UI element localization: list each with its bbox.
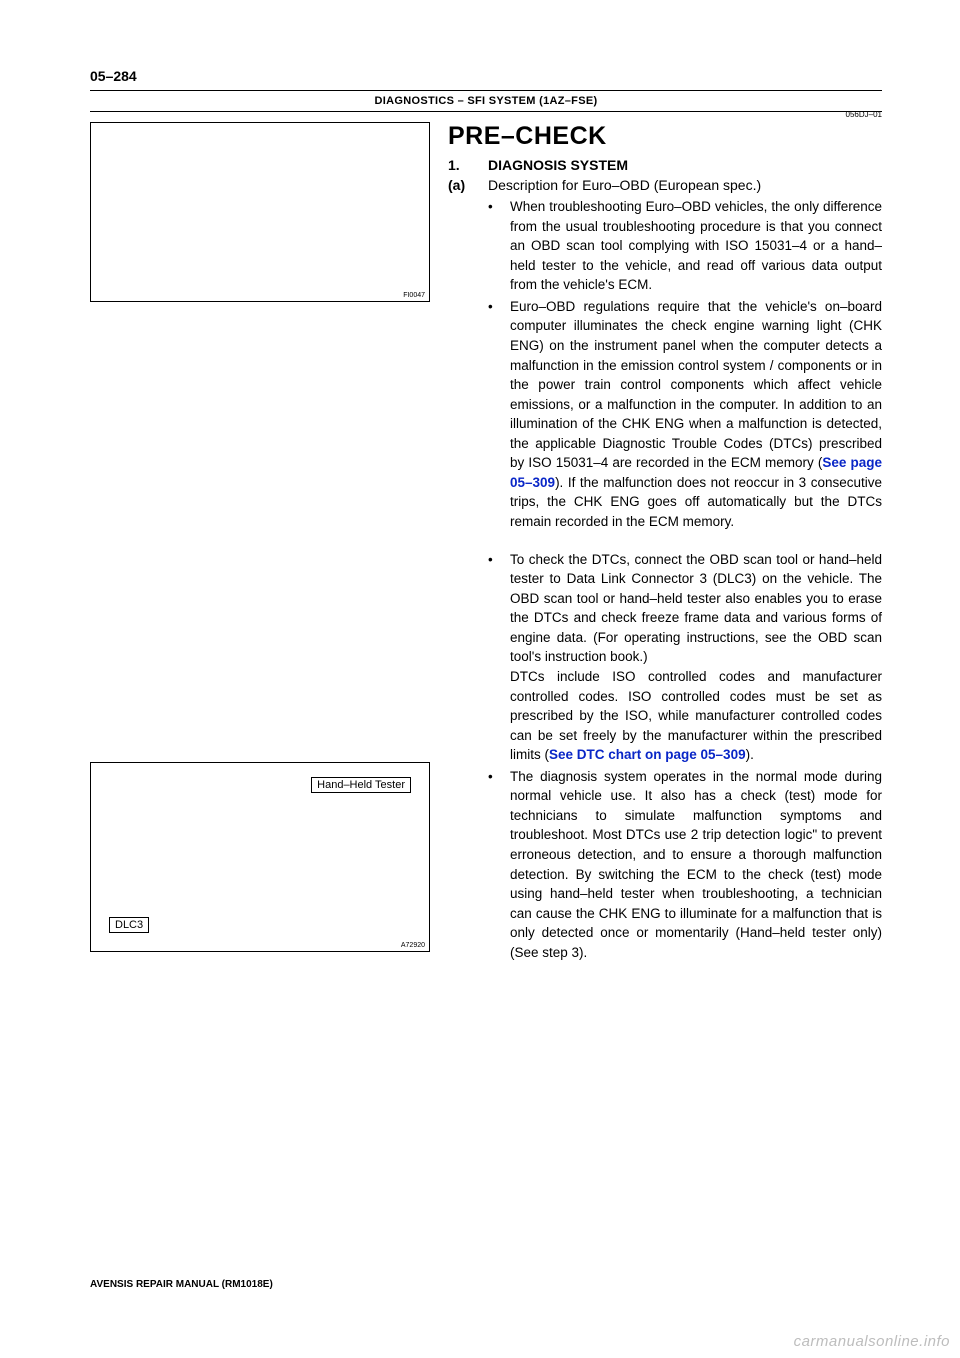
bullet-2-text: Euro–OBD regulations require that the ve… [510,297,882,532]
header-rule-thick [90,90,882,91]
page-title: PRE–CHECK [448,122,882,151]
bullet-mark: • [488,197,510,295]
doc-code: 056DJ–01 [846,110,882,119]
figure-2-code: A72920 [401,942,425,949]
page-number: 05–284 [90,68,882,84]
bullet-mark: • [488,297,510,532]
bullet-1-text: When troubleshooting Euro–OBD vehicles, … [510,197,882,295]
section-1-text: DIAGNOSIS SYSTEM [488,157,882,173]
bullet-2: • Euro–OBD regulations require that the … [488,297,882,532]
bullet-mark: • [488,767,510,963]
bullet-group-2: • To check the DTCs, connect the OBD sca… [448,550,882,963]
section-a: (a) Description for Euro–OBD (European s… [448,177,882,193]
bullet-1: • When troubleshooting Euro–OBD vehicles… [488,197,882,295]
figure-1: FI0047 [90,122,430,302]
bullet-3-text: To check the DTCs, connect the OBD scan … [510,550,882,765]
bullet-3-b-end: ). [746,747,754,762]
bullet-2-b: ). If the malfunction does not reoccur i… [510,475,882,529]
link-dtc-chart[interactable]: See DTC chart on page 05–309 [549,747,746,762]
footer-text: AVENSIS REPAIR MANUAL (RM1018E) [90,1279,273,1290]
header-breadcrumb: DIAGNOSTICS – SFI SYSTEM (1AZ–FSE) [90,95,882,107]
section-1: 1. DIAGNOSIS SYSTEM [448,157,882,173]
content-area: FI0047 Hand–Held Tester DLC3 A72920 PRE–… [90,122,882,964]
bullet-3: • To check the DTCs, connect the OBD sca… [488,550,882,765]
header-rule-thin [90,111,882,112]
bullet-3-a: To check the DTCs, connect the OBD scan … [510,552,882,665]
bullet-2-a: Euro–OBD regulations require that the ve… [510,299,882,471]
figure-2-tester-label: Hand–Held Tester [311,777,411,793]
figure-2-dlc3-label: DLC3 [109,917,149,933]
figure-2: Hand–Held Tester DLC3 A72920 [90,762,430,952]
bullet-group-1: • When troubleshooting Euro–OBD vehicles… [448,197,882,532]
bullet-mark: • [488,550,510,765]
figure-1-code: FI0047 [403,292,425,299]
section-a-num: (a) [448,177,488,193]
left-column: FI0047 Hand–Held Tester DLC3 A72920 [90,122,430,964]
bullet-4-text: The diagnosis system operates in the nor… [510,767,882,963]
bullet-4: • The diagnosis system operates in the n… [488,767,882,963]
right-column: PRE–CHECK 1. DIAGNOSIS SYSTEM (a) Descri… [448,122,882,964]
watermark: carmanualsonline.info [794,1333,950,1350]
section-1-num: 1. [448,157,488,173]
section-a-text: Description for Euro–OBD (European spec.… [488,177,882,193]
